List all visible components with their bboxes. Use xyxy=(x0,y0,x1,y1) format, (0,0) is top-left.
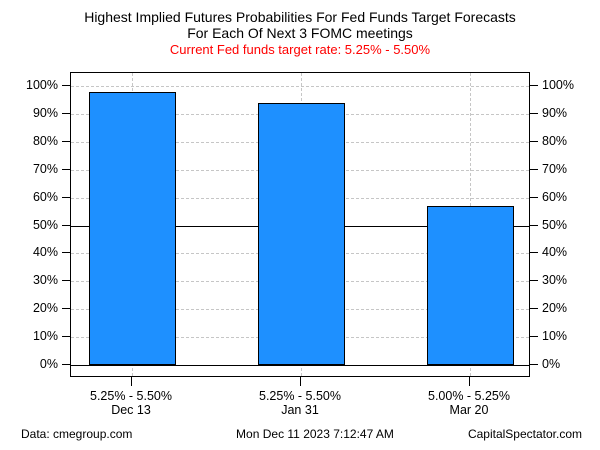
site-credit-caption: CapitalSpectator.com xyxy=(467,427,582,441)
x-axis-label-rate: 5.25% - 5.50% xyxy=(259,389,341,403)
chart-subtitle: Current Fed funds target rate: 5.25% - 5… xyxy=(169,42,431,57)
x-axis-tick xyxy=(300,377,301,386)
chart-title-line1: Highest Implied Futures Probabilities Fo… xyxy=(84,9,516,25)
y-axis-label-right: 0% xyxy=(542,357,561,371)
y-axis-label-right: 40% xyxy=(542,245,568,260)
y-axis-tick-left xyxy=(62,112,70,114)
y-axis-tick-right xyxy=(530,336,538,338)
y-axis-label-left: 20% xyxy=(32,301,58,316)
y-axis-label-left: 10% xyxy=(32,329,58,344)
y-axis-tick-left xyxy=(62,364,70,365)
y-axis-label-left: 40% xyxy=(32,245,58,260)
y-axis-label-right: 80% xyxy=(542,133,568,148)
y-axis-label-left: 70% xyxy=(32,161,58,176)
bar-mar-20 xyxy=(426,205,514,365)
y-axis-tick-left xyxy=(62,140,70,142)
y-axis-label-left: 60% xyxy=(32,189,58,204)
y-axis-label-left: 0% xyxy=(39,357,58,371)
reference-line-0 xyxy=(71,365,529,366)
y-axis-tick-left xyxy=(62,280,70,282)
y-axis-label-left: 80% xyxy=(32,133,58,148)
y-axis-label-right: 90% xyxy=(542,105,568,120)
y-axis-tick-left xyxy=(62,308,70,310)
x-axis-label-rate: 5.00% - 5.25% xyxy=(428,389,510,403)
y-axis-tick-right xyxy=(530,196,538,198)
y-axis-tick-left xyxy=(62,336,70,338)
data-source-caption: Data: cmegroup.com xyxy=(21,427,133,441)
y-axis-tick-right xyxy=(530,252,538,254)
y-axis-tick-right xyxy=(530,140,538,142)
y-axis-label-right: 100% xyxy=(542,78,574,92)
y-gridline xyxy=(71,86,529,87)
y-axis-tick-left xyxy=(62,196,70,198)
bar-dec-13 xyxy=(88,91,176,365)
y-axis-tick-right xyxy=(530,280,538,282)
x-axis-label-rate: 5.25% - 5.50% xyxy=(90,389,172,403)
y-axis-tick-right xyxy=(530,168,538,170)
x-axis-tick xyxy=(131,377,132,386)
y-axis-tick-left xyxy=(62,85,70,86)
y-axis-label-right: 20% xyxy=(542,301,568,316)
y-axis-label-left: 90% xyxy=(32,105,58,120)
x-axis-label: 5.00% - 5.25% Mar 20 xyxy=(399,389,539,417)
x-axis-label-date: Dec 13 xyxy=(111,403,151,417)
x-axis-label: 5.25% - 5.50% Dec 13 xyxy=(61,389,201,417)
y-axis-label-right: 10% xyxy=(542,329,568,344)
y-axis-tick-right xyxy=(530,85,538,86)
plot-area xyxy=(70,72,530,377)
y-axis-tick-left xyxy=(62,224,70,226)
y-axis-label-left: 50% xyxy=(32,217,58,232)
chart-title-line2: For Each Of Next 3 FOMC meetings xyxy=(187,25,413,41)
y-axis-tick-right xyxy=(530,112,538,114)
y-axis-tick-right xyxy=(530,224,538,226)
y-axis-tick-right xyxy=(530,364,538,365)
x-axis-label-date: Jan 31 xyxy=(281,403,319,417)
y-axis-label-right: 70% xyxy=(542,161,568,176)
timestamp-caption: Mon Dec 11 2023 7:12:47 AM xyxy=(236,427,394,441)
bar-jan-31 xyxy=(257,102,345,365)
y-axis-label-right: 50% xyxy=(542,217,568,232)
x-axis-label: 5.25% - 5.50% Jan 31 xyxy=(230,389,370,417)
y-axis-label-left: 100% xyxy=(26,78,58,92)
y-axis-label-right: 30% xyxy=(542,273,568,288)
y-axis-label-right: 60% xyxy=(542,189,568,204)
x-axis-label-date: Mar 20 xyxy=(449,403,489,417)
y-axis-tick-left xyxy=(62,168,70,170)
x-axis-tick xyxy=(469,377,470,386)
y-axis-tick-left xyxy=(62,252,70,254)
y-axis-tick-right xyxy=(530,308,538,310)
y-axis-label-left: 30% xyxy=(32,273,58,288)
